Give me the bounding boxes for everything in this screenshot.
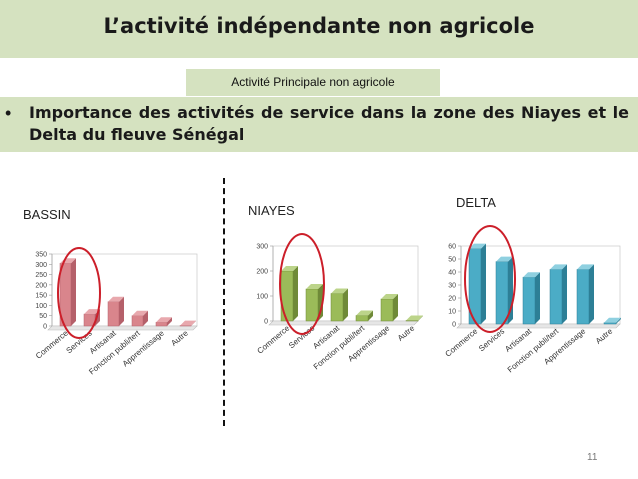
- y-tick-label: 0: [452, 322, 456, 329]
- bar-3: [549, 264, 567, 325]
- bar-4: [155, 317, 172, 327]
- chart-floor: [47, 325, 198, 331]
- chart-plot-area: [51, 253, 198, 327]
- y-tick-label: 50: [448, 257, 456, 264]
- bar-side: [293, 266, 298, 321]
- bar-top: [356, 310, 373, 316]
- bar-top: [84, 309, 100, 315]
- bar-front: [549, 269, 563, 325]
- y-tick-label: 200: [35, 282, 47, 289]
- bar-1: [495, 256, 513, 325]
- bar-top: [496, 256, 513, 262]
- bar-3: [131, 310, 148, 327]
- y-tick-label: 20: [448, 296, 456, 303]
- bar-side: [535, 272, 540, 324]
- bar-front: [576, 269, 590, 325]
- bar-front: [495, 261, 509, 325]
- bar-2: [522, 272, 540, 325]
- bullet-band: [0, 97, 638, 152]
- bar-side: [71, 258, 76, 326]
- y-tick-label: 300: [35, 262, 47, 269]
- bar-top: [469, 243, 486, 249]
- bar-top: [281, 266, 298, 271]
- highlight-circle: [464, 225, 516, 333]
- slide-title: L’activité indépendante non agricole: [103, 14, 535, 38]
- bar-top: [156, 317, 172, 323]
- bar-side: [167, 317, 172, 326]
- highlight-circle: [57, 247, 101, 339]
- y-tick-label: 40: [448, 270, 456, 277]
- bar-1: [305, 284, 323, 322]
- bar-2: [107, 296, 124, 327]
- y-tick-label: 300: [256, 244, 268, 251]
- bar-top: [306, 284, 323, 289]
- bar-5: [405, 315, 423, 322]
- highlight-circle: [279, 233, 325, 335]
- bullet-dot: •: [5, 103, 12, 123]
- bar-side: [318, 284, 323, 321]
- bar-5: [179, 320, 196, 327]
- y-tick-label: 10: [448, 309, 456, 316]
- chart-label-niayes: NIAYES: [248, 203, 295, 218]
- chart-label-bassin: BASSIN: [23, 207, 71, 222]
- y-tick-label: 200: [256, 269, 268, 276]
- subtitle-box: Activité Principale non agricole: [186, 69, 440, 96]
- bar-side: [343, 288, 348, 321]
- bar-top: [180, 320, 196, 326]
- category-label: Commerce: [444, 326, 480, 358]
- bar-3: [355, 310, 373, 322]
- category-label: Autre: [594, 326, 615, 346]
- bar-top: [577, 264, 594, 270]
- bar-side: [191, 320, 196, 326]
- y-tick-label: 150: [35, 293, 47, 300]
- y-tick-label: 0: [43, 324, 47, 331]
- chart-floor: [268, 320, 419, 326]
- bar-4: [576, 264, 594, 325]
- bar-top: [550, 264, 567, 270]
- bar-side: [368, 310, 373, 321]
- category-label: Services: [477, 327, 506, 354]
- bar-side: [481, 243, 486, 324]
- bar-top: [132, 310, 148, 316]
- y-tick-label: 100: [35, 303, 47, 310]
- bar-side: [393, 294, 398, 321]
- bar-side: [143, 310, 148, 326]
- chart-floor: [456, 323, 621, 329]
- bar-top: [108, 296, 124, 302]
- dashed-divider: [223, 178, 225, 426]
- y-tick-label: 0: [264, 319, 268, 326]
- y-tick-label: 100: [256, 294, 268, 301]
- y-tick-label: 350: [35, 252, 47, 259]
- bar-5: [603, 317, 621, 325]
- y-tick-label: 30: [448, 283, 456, 290]
- bar-top: [331, 288, 348, 294]
- y-tick-label: 250: [35, 272, 47, 279]
- page-number: 11: [587, 452, 598, 463]
- bar-top: [381, 294, 398, 299]
- bar-side: [589, 264, 594, 324]
- bar-2: [330, 288, 348, 322]
- bar-front: [522, 276, 536, 325]
- bar-side: [562, 264, 567, 324]
- bar-4: [380, 294, 398, 322]
- bullet-text: Importance des activités de service dans…: [29, 103, 629, 144]
- bar-top: [604, 317, 621, 323]
- bar-top: [523, 272, 540, 278]
- bar-top: [406, 315, 423, 321]
- bar-side: [616, 317, 621, 324]
- y-tick-label: 60: [448, 244, 456, 251]
- y-tick-label: 50: [39, 313, 47, 320]
- bar-0: [468, 243, 486, 325]
- bar-side: [119, 296, 124, 326]
- slide-subtitle: Activité Principale non agricole: [231, 75, 395, 89]
- title-band: [0, 0, 638, 58]
- bar-front: [603, 322, 617, 325]
- chart-label-delta: DELTA: [456, 195, 496, 210]
- bar-side: [418, 315, 423, 321]
